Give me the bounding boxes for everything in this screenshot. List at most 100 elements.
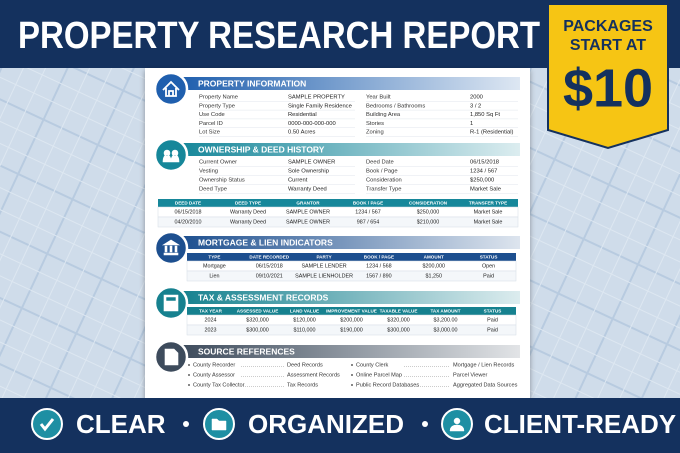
column-header: BOOK / PAGE	[353, 200, 383, 205]
cell: $250,000	[417, 210, 439, 216]
bullet	[188, 384, 190, 386]
field-value: Warranty Deed	[288, 187, 327, 193]
column-header: AMOUNT	[424, 254, 444, 259]
bullet	[351, 374, 353, 376]
section-title: PROPERTY INFORMATION	[198, 78, 306, 88]
cell: $320,000	[387, 318, 409, 324]
field-value: 1234 / 567	[470, 169, 497, 175]
source-record: Assessment Records	[287, 372, 340, 378]
cell: 1234 / 567	[355, 210, 380, 216]
column-header: IMPROVEMENT VALUE	[326, 308, 377, 313]
cell: $190,000	[340, 328, 362, 334]
source-name: Online Parcel Map	[356, 372, 402, 378]
bullet	[351, 384, 353, 386]
section-icon	[153, 137, 189, 173]
icon-glyph	[211, 418, 227, 431]
icon-glyph	[163, 294, 179, 312]
cell: $3,200.00	[434, 318, 458, 324]
field-value: SAMPLE PROPERTY	[288, 95, 345, 101]
cell: $200,000	[340, 318, 362, 324]
field-value: Current	[288, 178, 308, 184]
cell: Warranty Deed	[230, 220, 266, 226]
column-header: STATUS	[484, 308, 502, 313]
column-header: TYPE	[208, 254, 220, 259]
column-header: TAX AMOUNT	[430, 308, 460, 313]
column-header: LAND VALUE	[290, 308, 319, 313]
cell: $3,000.00	[434, 328, 458, 334]
cell: $120,000	[293, 318, 315, 324]
cell: $320,000	[246, 318, 268, 324]
source-record: Mortgage / Lien Records	[453, 362, 514, 368]
field-label: Consideration	[366, 178, 402, 184]
field-label: Deed Type	[199, 187, 227, 193]
cell: 06/15/2018	[175, 210, 202, 216]
section-header	[180, 345, 520, 358]
icon-glyph	[162, 80, 180, 97]
field-value: 0.50 Acres	[288, 130, 315, 136]
field-value: 0000-000-000-000	[288, 121, 336, 127]
field-value: 1	[470, 121, 473, 127]
field-label: Deed Date	[366, 160, 394, 166]
field-value: SAMPLE OWNER	[288, 160, 335, 166]
cell: 09/10/2021	[256, 274, 283, 280]
footer-icon	[31, 408, 63, 440]
bullet	[351, 364, 353, 366]
cell: 1567 / 890	[366, 274, 391, 280]
field-label: Stories	[366, 121, 384, 127]
footer-item: ORGANIZED	[248, 409, 404, 439]
source-record: Deed Records	[287, 362, 323, 368]
field-label: Use Code	[199, 112, 225, 118]
field-label: Property Name	[199, 95, 238, 101]
field-value: Single Family Residence	[288, 103, 352, 109]
field-label: Ownership Status	[199, 178, 245, 184]
section-title: SOURCE REFERENCES	[198, 346, 295, 356]
table-row	[186, 324, 517, 336]
cell: Market Sale	[474, 210, 503, 216]
field-label: Bedrooms / Bathrooms	[366, 103, 425, 109]
field-label: Zoning	[366, 130, 384, 136]
field-label: Current Owner	[199, 160, 237, 166]
badge-price: $10	[563, 58, 653, 118]
field-label: Transfer Type	[366, 187, 401, 193]
table-row	[186, 270, 517, 282]
column-header: TAXABLE VALUE	[380, 308, 418, 313]
cell: $300,000	[387, 328, 409, 334]
field-label: Book / Page	[366, 169, 398, 175]
column-header: DATE RECORDED	[249, 254, 289, 259]
section-title: MORTGAGE & LIEN INDICATORS	[198, 237, 333, 247]
field-value: Sole Ownership	[288, 169, 329, 175]
cell: $210,000	[417, 220, 439, 226]
cell: $110,000	[293, 328, 315, 334]
field-value: 3 / 2	[470, 103, 481, 109]
badge-line: START AT	[570, 37, 646, 54]
cell: Market Sale	[474, 220, 503, 226]
cell: Paid	[487, 318, 498, 324]
table-header	[187, 253, 516, 261]
badge-shape	[547, 3, 669, 150]
cell: SAMPLE LIENHOLDER	[295, 274, 353, 280]
source-record: Tax Records	[287, 382, 318, 388]
badge-line: PACKAGES	[563, 18, 653, 35]
source-name: County Assessor	[193, 372, 235, 378]
price-badge: PACKAGES START AT $10	[547, 3, 669, 150]
cell: 06/15/2018	[256, 264, 283, 270]
field-label: Lot Size	[199, 130, 220, 136]
section-icon	[153, 71, 189, 107]
source-name: County Recorder	[193, 362, 235, 368]
column-header: TAX YEAR	[199, 308, 222, 313]
section-header	[180, 143, 520, 156]
field-value: Residential	[288, 112, 317, 118]
footer-item: CLEAR	[76, 409, 166, 439]
field-value: Market Sale	[470, 187, 501, 193]
icon-glyph	[449, 417, 465, 432]
separator-dot	[183, 421, 189, 427]
icon-glyph	[164, 348, 179, 366]
column-header: BOOK / PAGE	[364, 254, 394, 259]
cell: 2024	[205, 318, 217, 324]
field-label: Vesting	[199, 169, 218, 175]
section-header	[180, 291, 520, 304]
title: PROPERTY RESEARCH REPORT	[18, 15, 540, 57]
column-header: TRANSFER TYPE	[469, 200, 507, 205]
column-header: GRANTOR	[296, 200, 320, 205]
